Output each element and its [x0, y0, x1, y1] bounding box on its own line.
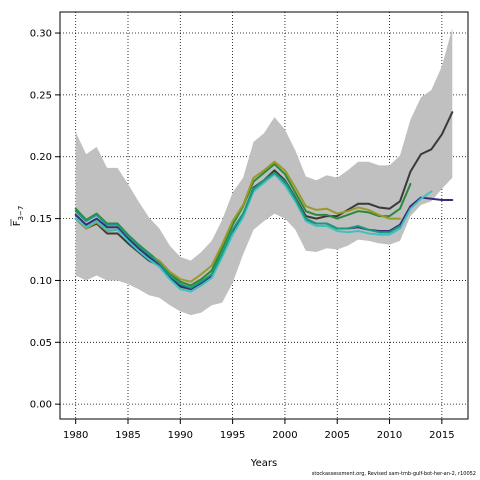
x-tick-label: 2000 [272, 430, 297, 441]
plot-frame [59, 11, 469, 420]
svg-text:F3−7: F3−7 [12, 206, 25, 227]
x-tick-label: 2015 [429, 430, 454, 441]
x-tick-label: 1995 [220, 430, 245, 441]
y-tick-label: 0.20 [30, 152, 52, 163]
x-tick-label: 1990 [168, 430, 193, 441]
y-tick-label: 0.25 [30, 90, 52, 101]
y-tick-label: 0.05 [30, 338, 52, 349]
series-line-6 [74, 171, 401, 289]
footer-credit: stockassessment.org, Revised sam-tmb-gul… [311, 471, 476, 477]
y-tick-label: 0.15 [30, 214, 52, 225]
series-lines [74, 111, 454, 293]
y-axis-label-sub: 3−7 [17, 206, 25, 221]
y-axis: 0.00 0.05 0.10 0.15 0.20 0.25 0.30 [30, 29, 60, 411]
x-axis: 1980 1985 1990 1995 2000 2005 2010 2015 [63, 419, 455, 441]
x-axis-label: Years [250, 458, 277, 469]
x-tick-label: 1985 [115, 430, 140, 441]
y-axis-label-base: F [12, 220, 23, 226]
x-tick-label: 1980 [63, 430, 88, 441]
y-tick-label: 0.10 [30, 276, 52, 287]
y-axis-label: F3−7 [10, 206, 25, 227]
x-tick-label: 2010 [377, 430, 402, 441]
y-tick-label: 0.30 [30, 29, 52, 40]
x-tick-label: 2005 [325, 430, 350, 441]
y-tick-label: 0.00 [30, 400, 52, 411]
